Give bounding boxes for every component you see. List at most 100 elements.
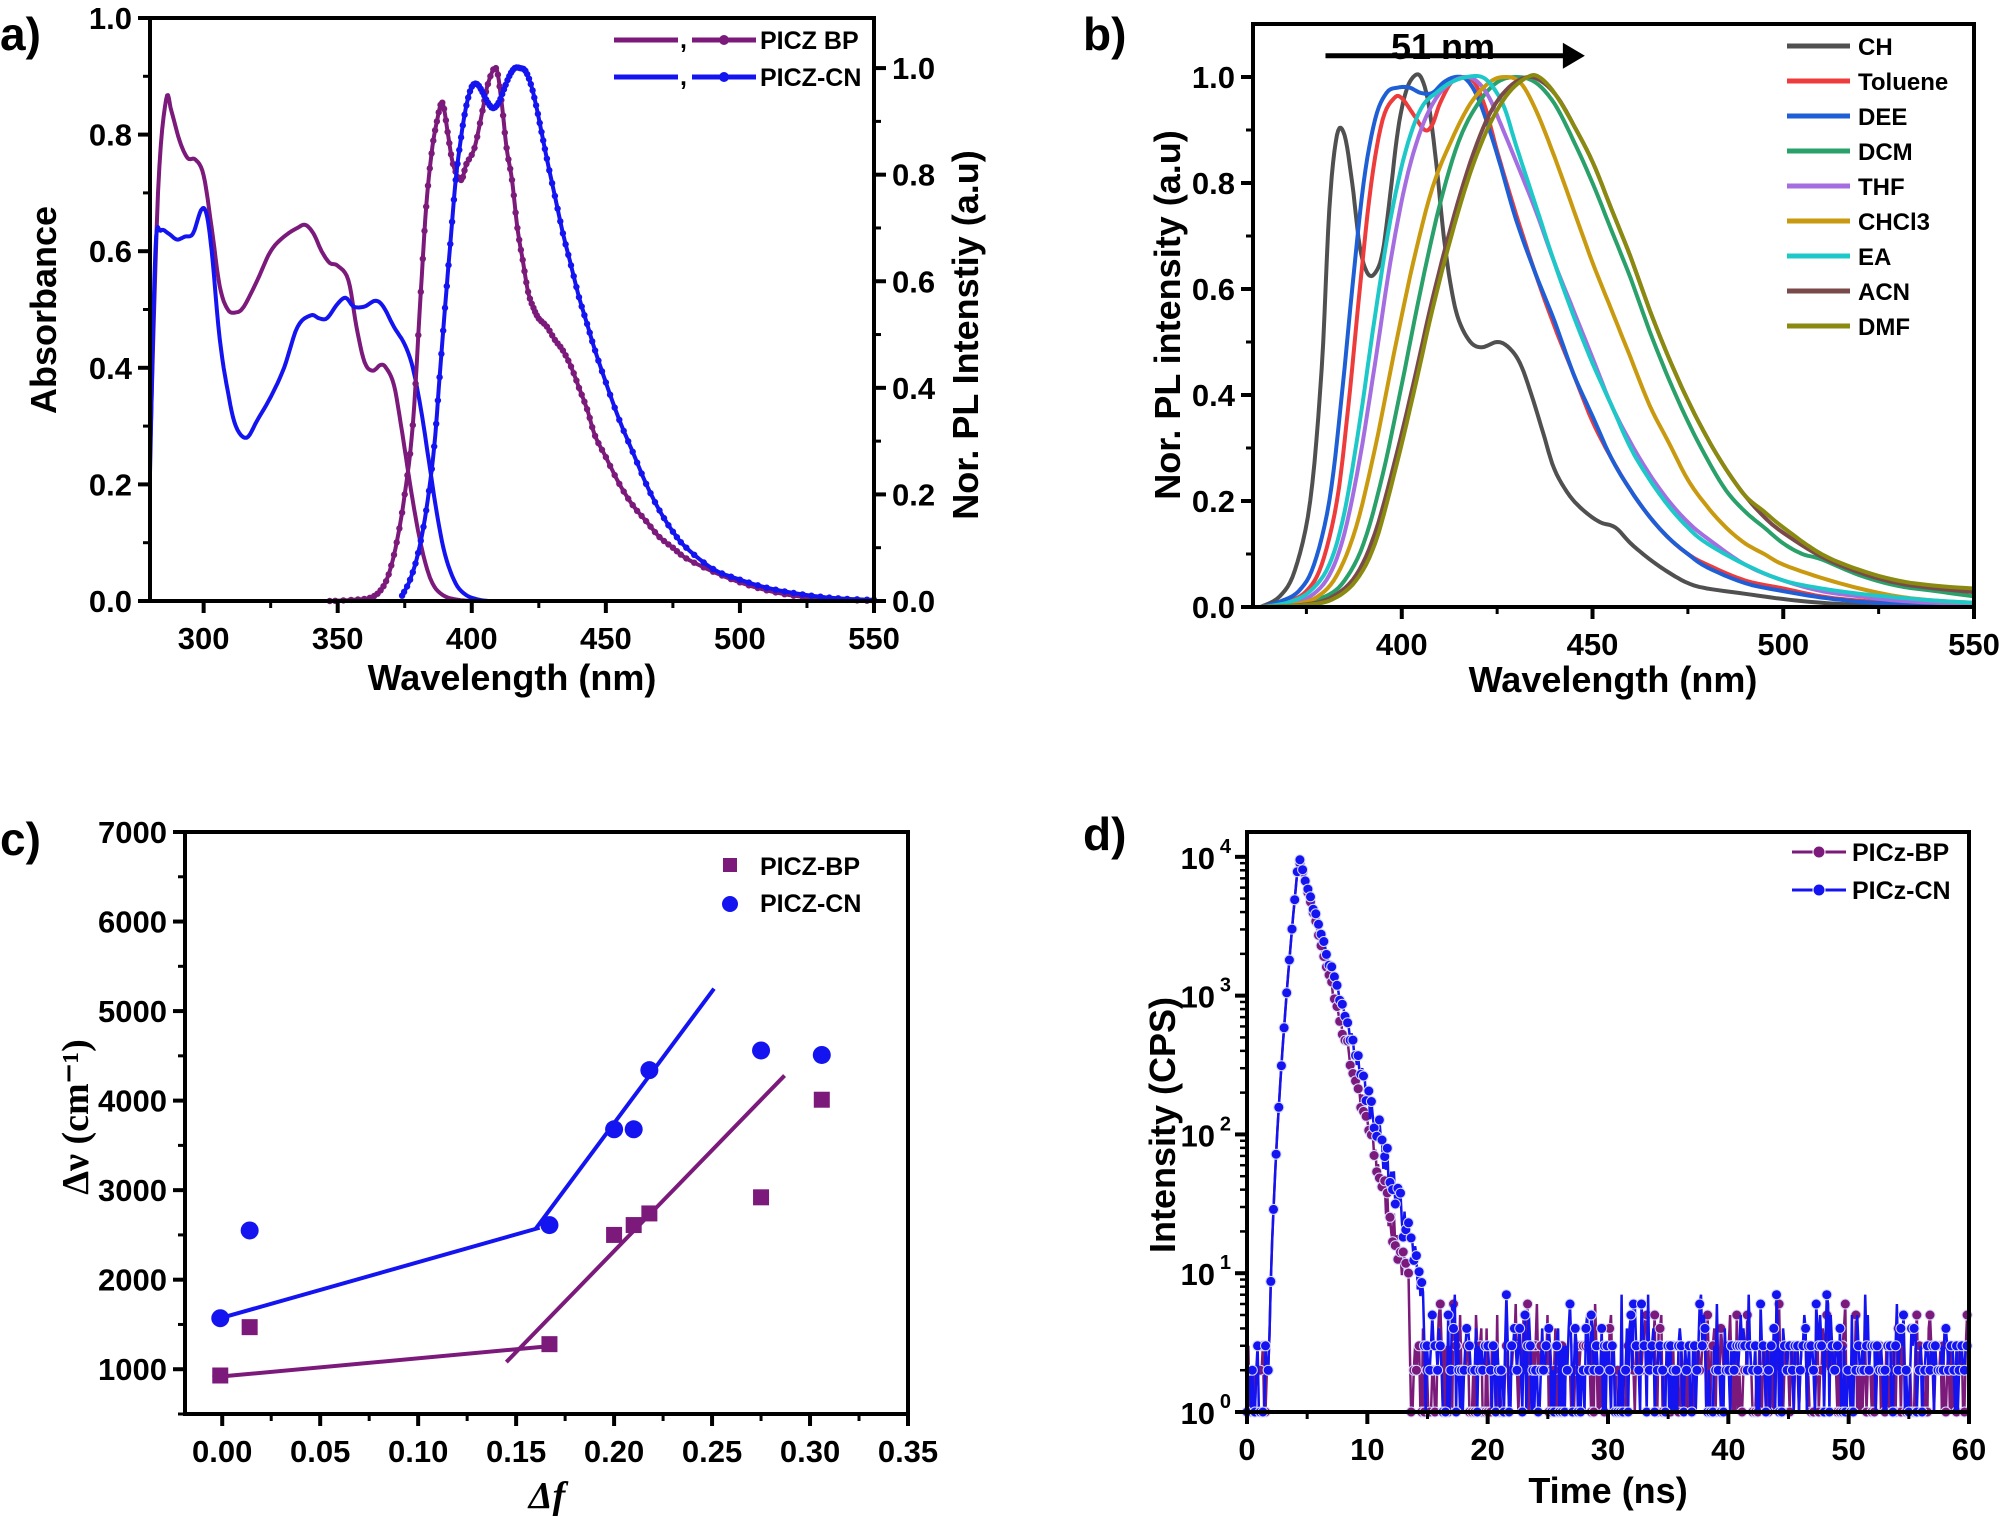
data-point-picz-cn <box>1657 1364 1669 1376</box>
legend-item-toluene: Toluene <box>1787 69 1948 96</box>
data-point-picz-bp-pl <box>583 406 591 413</box>
data-point-picz-cn-pl <box>409 569 416 576</box>
data-point-picz-cn-pl <box>461 111 468 118</box>
data-point-picz-cn-pl <box>651 498 659 506</box>
data-point-picz-bp-pl <box>508 176 516 184</box>
legend-item-thf: THF <box>1787 174 1905 201</box>
series-dcm <box>1260 75 1975 609</box>
data-point-picz-cn <box>1625 1309 1637 1321</box>
data-point-picz-cn-pl <box>606 391 614 398</box>
data-point-picz-cn <box>1670 1364 1682 1376</box>
y2-tick-label: 1.0 <box>892 51 935 86</box>
data-point-picz-bp <box>1397 1246 1409 1258</box>
legend-item-chcl3: CHCl3 <box>1787 209 1930 236</box>
data-point-picz-bp-pl <box>442 117 450 124</box>
data-point-picz-bp <box>625 1217 642 1234</box>
data-point-picz-bp-pl <box>494 71 502 78</box>
data-point-picz-cn-pl <box>709 565 717 573</box>
data-point-picz-cn <box>1413 1266 1425 1278</box>
data-point-picz-bp <box>606 1226 623 1243</box>
x-tick-label: 450 <box>580 621 632 656</box>
data-point-picz-cn <box>1270 1148 1282 1160</box>
data-point-picz-cn-pl <box>718 570 726 577</box>
data-point-picz-cn <box>1765 1340 1777 1352</box>
y-tick-label: 3000 <box>98 1173 167 1208</box>
data-point-picz-bp <box>1410 1364 1422 1376</box>
data-point-picz-bp-pl <box>476 120 484 127</box>
data-point-picz-cn <box>1326 961 1338 973</box>
y-tick-label: 1.0 <box>1192 60 1235 95</box>
data-point-picz-bp-pl <box>388 562 395 569</box>
legend-item-dee: DEE <box>1787 104 1907 131</box>
data-point-picz-bp-pl <box>516 236 523 243</box>
data-point-picz-bp-pl <box>487 73 494 80</box>
data-point-picz-bp-pl <box>523 279 530 286</box>
data-point-picz-bp-pl <box>421 227 428 235</box>
data-point-picz-cn <box>605 1120 624 1139</box>
data-point-picz-bp-pl <box>393 539 400 546</box>
y-tick-label: 7000 <box>98 815 167 850</box>
data-point-picz-cn <box>1681 1364 1692 1376</box>
panel-c-ticks: 0.00 0.05 0.10 0.15 0.20 0.25 0.30 0.35 1000 2000… <box>98 815 938 1469</box>
data-point-picz-bp-pl <box>474 133 481 140</box>
data-point-picz-cn <box>1636 1298 1647 1310</box>
data-point-picz-bp <box>1403 1267 1414 1279</box>
series-ea <box>1260 74 1975 609</box>
data-point-picz-bp-pl <box>573 377 580 384</box>
data-point-picz-cn <box>1821 1289 1833 1301</box>
data-point-picz-cn <box>1908 1322 1920 1334</box>
panel-c-label: c) <box>0 813 41 865</box>
data-point-picz-bp-pl <box>647 523 654 530</box>
panel-a-curves <box>148 64 878 605</box>
data-point-picz-bp-pl <box>449 160 457 168</box>
data-point-picz-bp <box>1911 1309 1923 1321</box>
data-point-picz-bp-pl <box>433 118 441 125</box>
x-tick-label: 0 <box>1238 1432 1255 1467</box>
legend-marker-circle <box>722 896 738 912</box>
legend-marker <box>719 72 729 82</box>
data-point-picz-bp-pl <box>625 495 632 502</box>
data-point-picz-bp <box>1384 1211 1396 1223</box>
y-tick-label: 0.8 <box>89 118 132 153</box>
data-point-picz-cn-pl <box>677 539 684 546</box>
x-tick-label: 30 <box>1591 1432 1625 1467</box>
data-point-picz-cn <box>1305 891 1316 903</box>
data-point-picz-cn <box>1381 1142 1393 1154</box>
panel-a-ticks: 300 350 400 450 500 5500.00.20.40.60.81.00.00… <box>89 1 936 656</box>
data-point-picz-cn <box>1416 1277 1428 1288</box>
panel-a-frame <box>148 16 876 603</box>
data-point-picz-cn-pl <box>683 544 690 551</box>
data-point-picz-cn-pl <box>543 155 551 162</box>
panel-d-legend: PICz-BP PICz-CN <box>1792 839 1951 905</box>
data-point-picz-cn <box>1620 1364 1632 1376</box>
data-point-picz-cn <box>1691 1364 1703 1376</box>
series-dee <box>1260 74 1975 609</box>
data-point-picz-cn-pl <box>406 576 414 583</box>
data-point-picz-bp-pl <box>589 423 596 431</box>
data-point-picz-cn <box>1831 1340 1843 1352</box>
data-point-picz-cn <box>1890 1340 1902 1352</box>
data-point-picz-cn-pl <box>669 528 677 535</box>
data-point-picz-bp-pl <box>406 450 414 457</box>
data-point-picz-cn <box>1829 1364 1841 1376</box>
data-point-picz-bp <box>1368 1150 1380 1161</box>
data-point-picz-cn-pl <box>548 180 556 187</box>
data-point-picz-bp-pl <box>562 352 569 359</box>
data-point-picz-bp-pl <box>398 509 406 516</box>
data-point-picz-cn-pl <box>665 522 672 529</box>
y-tick-label: 0.0 <box>89 584 132 619</box>
shift-arrow-head-icon <box>1562 42 1585 69</box>
x-tick-label: 0.10 <box>388 1434 448 1469</box>
data-point-picz-bp-pl <box>656 533 663 541</box>
y-tick-label: 0.2 <box>89 467 132 502</box>
data-point-picz-bp-pl <box>517 246 525 254</box>
data-point-picz-cn <box>1771 1289 1782 1301</box>
data-point-picz-cn-pl <box>434 397 442 404</box>
data-point-picz-cn-pl <box>656 507 663 514</box>
data-point-picz-cn <box>1310 908 1322 920</box>
x-tick-label: 450 <box>1567 627 1619 662</box>
data-point-picz-cn-pl <box>754 582 761 589</box>
legend-item-picz-bp: PICz-BP <box>1792 839 1949 867</box>
data-point-picz-bp <box>241 1319 258 1336</box>
data-point-picz-cn <box>1519 1309 1531 1321</box>
